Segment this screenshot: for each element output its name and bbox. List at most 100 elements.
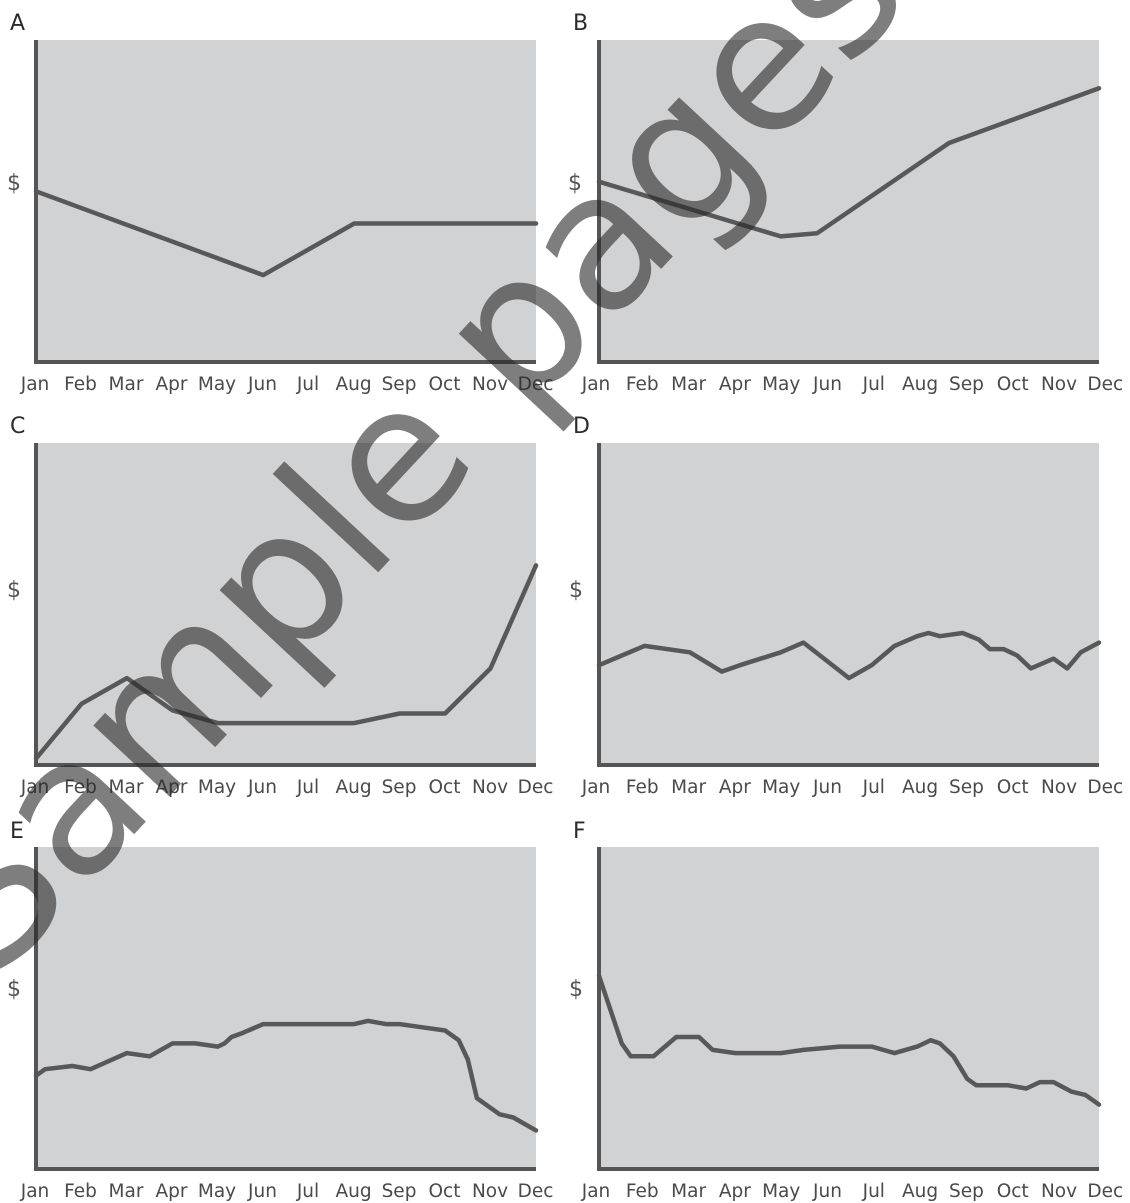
x-tick-label: Aug — [335, 1181, 371, 1202]
x-tick-label: Sep — [382, 777, 417, 798]
y-axis-label: $ — [7, 977, 21, 1002]
x-tick-label: Oct — [429, 1181, 461, 1202]
x-tick-label: Jun — [812, 1181, 842, 1202]
y-axis-label: $ — [7, 171, 21, 196]
x-tick-label: Feb — [626, 374, 659, 395]
x-tick-label: May — [198, 777, 236, 798]
x-tick-label: Aug — [902, 777, 938, 798]
x-tick-label: May — [762, 1181, 800, 1202]
plot-area — [599, 847, 1099, 1169]
x-tick-label: Jun — [247, 1181, 277, 1202]
x-tick-label: Nov — [472, 1181, 508, 1202]
x-tick-label: Mar — [109, 374, 144, 395]
y-axis-label: $ — [569, 578, 583, 603]
x-tick-label: Nov — [472, 374, 508, 395]
x-tick-label: Sep — [382, 374, 417, 395]
x-tick-label: Jun — [812, 374, 842, 395]
x-tick-label: Sep — [949, 374, 984, 395]
y-axis-label: $ — [7, 578, 21, 603]
x-tick-label: Dec — [518, 1181, 554, 1202]
x-tick-label: Jan — [581, 1181, 611, 1202]
series-line — [33, 189, 539, 278]
x-tick-label: Apr — [155, 374, 187, 395]
x-tick-label: Sep — [382, 1181, 417, 1202]
axes — [34, 40, 536, 364]
x-tick-label: Aug — [902, 1181, 938, 1202]
x-tick-label: May — [762, 777, 800, 798]
x-tick-label: Feb — [64, 374, 97, 395]
x-tick-label: Nov — [1041, 777, 1077, 798]
axes — [34, 847, 536, 1171]
axes — [597, 443, 1099, 767]
x-tick-label: Dec — [1087, 777, 1123, 798]
x-tick-label: Sep — [949, 777, 984, 798]
series-line — [33, 563, 539, 761]
x-tick-label: Jan — [581, 777, 611, 798]
x-tick-label: Jul — [296, 1181, 319, 1202]
x-tick-label: Jan — [20, 1181, 50, 1202]
x-tick-label: Jun — [247, 777, 277, 798]
chart-panel-a: A $ Jan Feb Mar Apr May Jun Jul Aug Sep Oct Nov Dec — [7, 11, 553, 395]
x-tick-label: May — [762, 374, 800, 395]
x-tick-label: Nov — [472, 777, 508, 798]
x-tick-label: Mar — [109, 1181, 144, 1202]
x-tick-label: Feb — [626, 777, 659, 798]
panel-letter: A — [10, 11, 25, 36]
x-tick-label: Oct — [997, 374, 1029, 395]
x-tick-label: Jun — [247, 374, 277, 395]
series-line — [596, 630, 1102, 681]
x-tick-label: Apr — [719, 374, 751, 395]
x-tick-label: Apr — [155, 777, 187, 798]
x-tick-label: Jan — [20, 777, 50, 798]
x-tick-label: Jan — [581, 374, 611, 395]
plot-area — [599, 443, 1099, 765]
x-tick-label: Jul — [862, 1181, 885, 1202]
x-tick-label: Apr — [719, 777, 751, 798]
x-tick-label: Mar — [109, 777, 144, 798]
x-tick-label: Aug — [902, 374, 938, 395]
x-tick-label: Apr — [155, 1181, 187, 1202]
x-tick-label: May — [198, 1181, 236, 1202]
y-axis-label: $ — [569, 977, 583, 1002]
plot-area — [599, 40, 1099, 362]
x-tick-label: Dec — [1087, 374, 1123, 395]
x-tick-label: Nov — [1041, 374, 1077, 395]
series-line — [596, 86, 1102, 239]
x-tick-label: May — [198, 374, 236, 395]
x-tick-label: Oct — [997, 1181, 1029, 1202]
x-tick-label: Apr — [719, 1181, 751, 1202]
panel-letter: F — [573, 819, 586, 844]
panel-letter: C — [10, 414, 25, 439]
x-tick-label: Jan — [20, 374, 50, 395]
panel-letter: B — [573, 11, 588, 36]
x-tick-label: Oct — [429, 777, 461, 798]
series-line — [33, 1018, 539, 1133]
x-tick-label: Jul — [862, 777, 885, 798]
x-tick-label: Aug — [335, 777, 371, 798]
chart-panel-c: C $ Jan Feb Mar Apr May Jun Jul Aug Sep Oct Nov Dec — [7, 414, 553, 798]
chart-panel-b: B $ Jan Feb Mar Apr May Jun Jul Aug Sep Oct Nov Dec — [568, 11, 1123, 395]
x-tick-label: Nov — [1041, 1181, 1077, 1202]
chart-panel-d: D $ Jan Feb Mar Apr May Jun Jul Aug Sep Oct Nov Dec — [569, 414, 1123, 798]
x-tick-label: Jul — [296, 374, 319, 395]
plot-area — [36, 40, 536, 362]
x-tick-label: Mar — [671, 374, 706, 395]
panel-letter: D — [573, 414, 590, 439]
x-tick-label: Sep — [949, 1181, 984, 1202]
x-tick-label: Dec — [1087, 1181, 1123, 1202]
chart-panel-f: F $ Jan Feb Mar Apr May Jun Jul Aug Sep Oct Nov Dec — [569, 819, 1123, 1202]
x-tick-label: Feb — [64, 777, 97, 798]
x-tick-label: Feb — [626, 1181, 659, 1202]
x-tick-label: Oct — [997, 777, 1029, 798]
axes — [34, 443, 536, 767]
x-tick-label: Aug — [335, 374, 371, 395]
x-tick-label: Dec — [518, 374, 554, 395]
plot-area — [36, 847, 536, 1169]
panel-letter: E — [10, 819, 24, 844]
chart-panel-e: E $ Jan Feb Mar Apr May Jun Jul Aug Sep Oct Nov Dec — [7, 819, 553, 1202]
series-line — [596, 973, 1102, 1107]
x-tick-label: Jul — [862, 374, 885, 395]
axes — [597, 847, 1099, 1171]
x-tick-label: Mar — [671, 777, 706, 798]
